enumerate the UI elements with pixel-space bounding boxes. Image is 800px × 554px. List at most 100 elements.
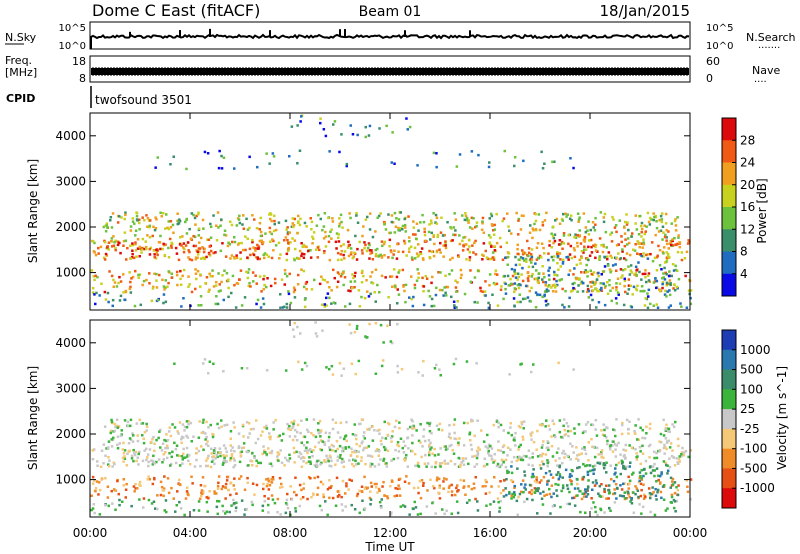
scatter-cell — [651, 259, 655, 263]
scatter-cell — [200, 494, 203, 498]
scatter-cell — [584, 430, 587, 433]
scatter-cell — [369, 481, 373, 485]
scatter-cell — [671, 423, 674, 426]
scatter-cell — [670, 222, 673, 225]
scatter-cell — [467, 239, 471, 242]
scatter-cell — [194, 258, 198, 261]
scatter-cell — [310, 450, 313, 453]
scatter-cell — [586, 229, 589, 232]
scatter-cell — [118, 442, 121, 445]
scatter-cell — [602, 270, 606, 273]
scatter-cell — [248, 155, 251, 159]
scatter-cell — [413, 283, 417, 287]
scatter-cell — [620, 240, 623, 244]
scatter-cell — [522, 491, 525, 494]
x-axis: 00:00 04:00 08:00 12:00 16:00 20:00 00:00 — [73, 113, 707, 540]
scatter-cell — [299, 452, 303, 456]
scatter-cell — [403, 242, 407, 245]
scatter-cell — [661, 238, 664, 241]
scatter-cell — [174, 510, 177, 513]
scatter-cell — [470, 420, 473, 423]
scatter-cell — [605, 246, 608, 249]
scatter-cell — [263, 426, 266, 429]
scatter-cell — [417, 371, 420, 374]
scatter-cell — [630, 446, 634, 449]
scatter-cell — [520, 458, 523, 462]
scatter-cell — [167, 220, 170, 223]
scatter-cell — [438, 484, 441, 487]
scatter-cell — [178, 483, 181, 486]
scatter-cell — [551, 234, 555, 238]
scatter-cell — [475, 449, 479, 453]
scatter-cell — [600, 451, 603, 454]
scatter-cell — [328, 286, 331, 289]
colorbar-tick-label: 24 — [740, 156, 755, 170]
scatter-cell — [367, 242, 371, 245]
scatter-cell — [535, 269, 538, 272]
scatter-cell — [428, 430, 432, 433]
scatter-cell — [635, 456, 638, 459]
scatter-cell — [291, 217, 294, 220]
scatter-cell — [140, 422, 143, 425]
scatter-cell — [585, 290, 589, 294]
scatter-cell — [611, 286, 614, 290]
scatter-cell — [406, 128, 409, 131]
scatter-cell — [492, 256, 496, 259]
scatter-cell — [302, 444, 306, 447]
scatter-cell — [295, 450, 298, 454]
scatter-cell — [303, 361, 307, 365]
scatter-cell — [648, 427, 652, 430]
scatter-cell — [90, 494, 93, 497]
scatter-cell — [439, 465, 442, 468]
scatter-cell — [609, 254, 612, 258]
scatter-cell — [517, 445, 521, 449]
scatter-cell — [182, 297, 185, 300]
scatter-cell — [374, 268, 378, 271]
scatter-cell — [615, 444, 618, 447]
scatter-cell — [272, 428, 275, 431]
scatter-cell — [404, 226, 407, 229]
scatter-cell — [566, 484, 569, 487]
scatter-cell — [526, 277, 530, 280]
scatter-cell — [371, 235, 375, 239]
scatter-cell — [298, 149, 302, 152]
scatter-cell — [134, 269, 137, 273]
scatter-cell — [293, 217, 296, 221]
scatter-cell — [343, 257, 346, 260]
scatter-cell — [548, 278, 551, 281]
scatter-cell — [642, 289, 645, 293]
scatter-cell — [550, 255, 554, 259]
scatter-cell — [653, 256, 657, 260]
scatter-cell — [293, 288, 297, 292]
scatter-cell — [641, 428, 644, 432]
scatter-cell — [668, 256, 671, 259]
scatter-cell — [573, 235, 576, 239]
scatter-cell — [378, 432, 381, 435]
scatter-cell — [535, 246, 539, 249]
scatter-cell — [458, 242, 462, 246]
nsky-line — [90, 33, 690, 40]
scatter-cell — [371, 439, 375, 442]
scatter-cell — [302, 460, 305, 463]
scatter-cell — [123, 217, 126, 221]
scatter-cell — [387, 296, 390, 299]
scatter-cell — [300, 242, 303, 245]
scatter-cell — [232, 457, 235, 460]
scatter-cell — [597, 289, 600, 293]
scatter-cell — [212, 433, 215, 436]
scatter-cell — [185, 232, 189, 235]
scatter-cell — [291, 237, 294, 240]
scatter-cell — [138, 450, 141, 454]
scatter-cell — [540, 454, 543, 458]
scatter-cell — [638, 471, 642, 474]
scatter-cell — [397, 293, 401, 296]
scatter-cell — [207, 497, 210, 500]
scatter-cell — [142, 441, 146, 445]
scatter-cell — [504, 256, 507, 260]
scatter-cell — [148, 247, 151, 251]
scatter-cell — [382, 242, 386, 246]
scatter-cell — [551, 505, 555, 508]
scatter-cell — [311, 455, 314, 458]
scatter-cell — [603, 212, 607, 216]
scatter-cell — [262, 482, 265, 486]
